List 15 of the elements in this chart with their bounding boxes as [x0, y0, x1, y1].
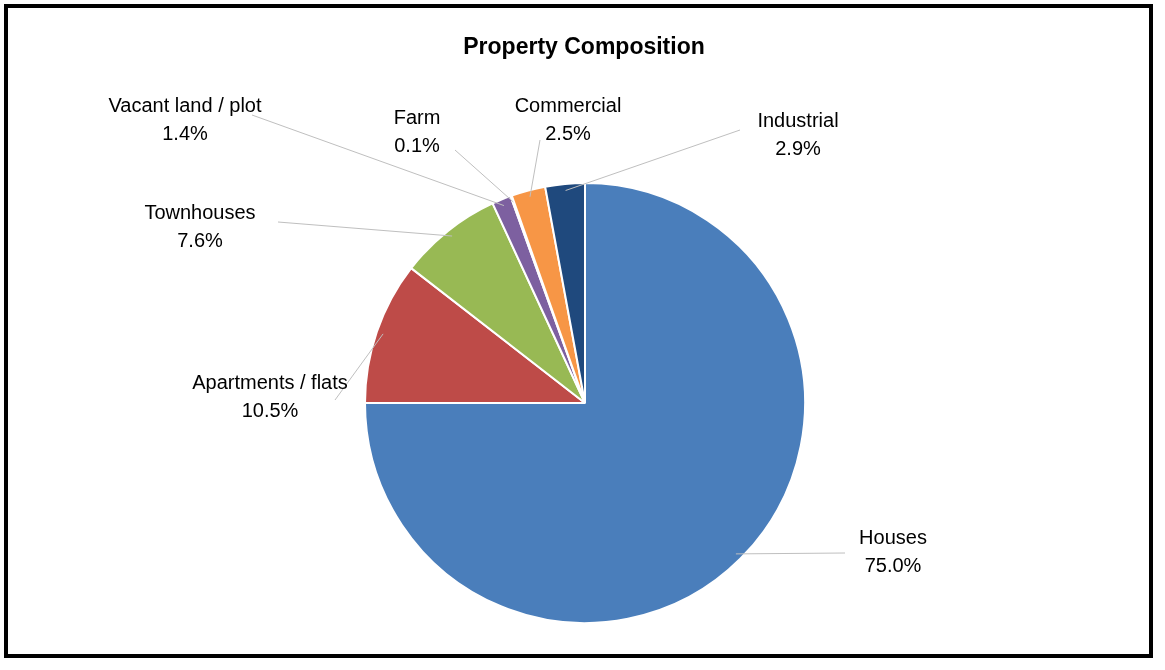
- slice-label: Apartments / flats: [192, 370, 348, 393]
- data-label: 7.6%: [177, 228, 224, 251]
- data-label: 75.0%: [864, 553, 922, 576]
- chart-title: Property Composition: [463, 33, 705, 60]
- slice-label: Townhouses: [144, 200, 256, 223]
- data-label: 10.5%: [241, 398, 299, 421]
- data-label: 2.9%: [775, 136, 822, 159]
- data-label: 0.1%: [394, 133, 441, 156]
- slice-label: Houses: [859, 525, 927, 548]
- data-label: 2.5%: [545, 121, 592, 144]
- slice-label: Vacant land / plot: [108, 93, 262, 116]
- slice-label: Commercial: [514, 93, 622, 116]
- slice-label: Farm: [393, 105, 441, 128]
- data-label: 1.4%: [162, 121, 209, 144]
- slice-label: Industrial: [757, 108, 839, 131]
